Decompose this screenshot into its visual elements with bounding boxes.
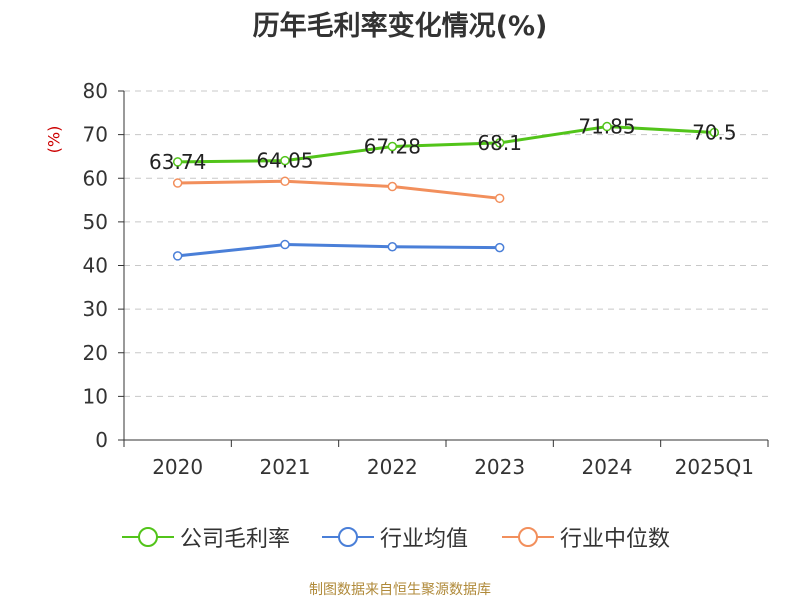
data-point bbox=[709, 127, 720, 138]
x-tick-label: 2023 bbox=[474, 455, 525, 479]
y-tick-label: 30 bbox=[83, 297, 108, 321]
legend-item-industry-mean[interactable]: 行业均值 bbox=[322, 519, 468, 555]
data-point bbox=[172, 178, 183, 188]
x-tick-label: 2024 bbox=[582, 455, 633, 479]
legend: 公司毛利率 行业均值 行业中位数 bbox=[0, 519, 800, 555]
data-label: 63.74 bbox=[149, 150, 206, 174]
legend-label-industry-mean: 行业均值 bbox=[380, 527, 469, 552]
data-point bbox=[280, 155, 290, 166]
data-point bbox=[494, 193, 505, 204]
data-point bbox=[280, 176, 290, 187]
y-tick-label: 20 bbox=[83, 341, 108, 365]
data-point bbox=[387, 181, 398, 192]
y-tick-label: 60 bbox=[83, 166, 108, 190]
y-tick-label: 0 bbox=[95, 428, 108, 452]
data-label: 70.5 bbox=[692, 120, 737, 144]
legend-item-company[interactable]: 公司毛利率 bbox=[122, 519, 290, 555]
y-tick-label: 50 bbox=[83, 210, 108, 234]
y-tick-label: 80 bbox=[83, 79, 108, 103]
legend-marker-industry-mean bbox=[322, 527, 374, 547]
data-point bbox=[494, 242, 505, 253]
legend-item-industry-median[interactable]: 行业中位数 bbox=[502, 519, 670, 555]
y-tick-label: 10 bbox=[83, 384, 108, 408]
data-point bbox=[494, 138, 505, 148]
data-point bbox=[172, 157, 183, 167]
data-label: 64.05 bbox=[256, 149, 313, 173]
data-label: 71.85 bbox=[578, 115, 635, 139]
x-tick-label: 2021 bbox=[260, 455, 311, 479]
legend-marker-industry-median bbox=[502, 527, 554, 547]
series-line bbox=[177, 179, 500, 200]
data-point bbox=[387, 141, 398, 152]
series-line bbox=[177, 243, 500, 258]
y-tick-label: 40 bbox=[83, 254, 108, 278]
chart-title: 历年毛利率变化情况(%) bbox=[252, 11, 548, 42]
data-point bbox=[280, 239, 290, 250]
data-source-footer: 制图数据来自恒生聚源数据库 bbox=[309, 582, 491, 598]
line-chart: 0 10 20 30 40 50 60 70 80 2020 2021 2022 2023 2024 202… bbox=[83, 79, 769, 479]
data-point bbox=[387, 241, 398, 252]
legend-label-company: 公司毛利率 bbox=[180, 527, 291, 552]
series-line bbox=[177, 125, 715, 164]
data-point bbox=[602, 121, 612, 132]
legend-marker-company bbox=[122, 527, 174, 547]
data-label: 68.1 bbox=[477, 131, 522, 155]
y-tick-label: 70 bbox=[83, 123, 108, 147]
x-tick-label: 2025Q1 bbox=[675, 455, 754, 479]
x-tick-label: 2022 bbox=[367, 455, 418, 479]
x-tick-label: 2020 bbox=[152, 455, 203, 479]
legend-label-industry-median: 行业中位数 bbox=[560, 527, 671, 552]
data-point bbox=[172, 251, 183, 261]
data-label: 67.28 bbox=[364, 134, 421, 158]
